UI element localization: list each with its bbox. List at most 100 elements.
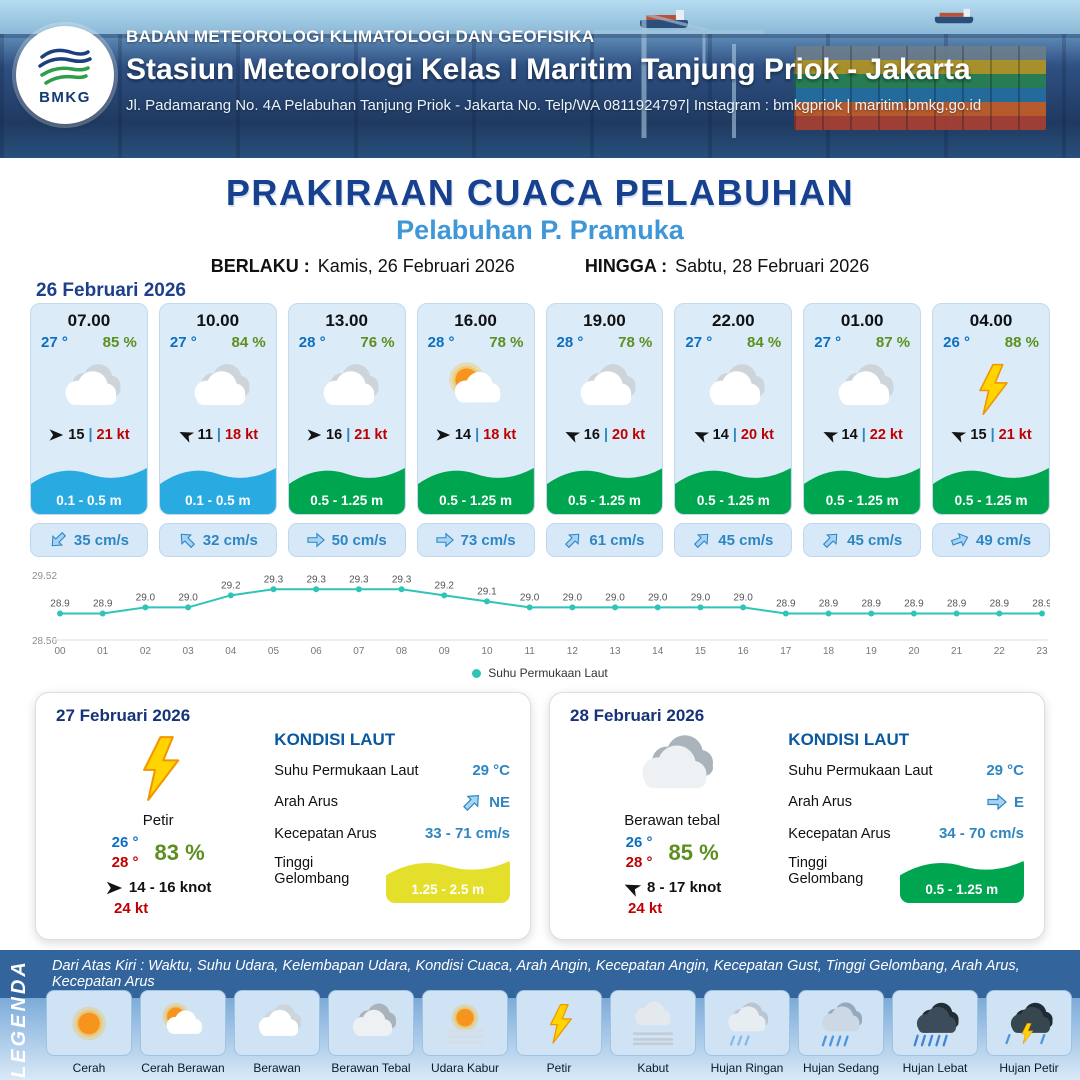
svg-text:28.56: 28.56 <box>32 636 57 647</box>
gust-value: 21 kt <box>998 427 1032 443</box>
current-speed-value: 50 cm/s <box>331 531 387 549</box>
forecast-time: 01.00 <box>840 311 884 330</box>
current-speed-value: 35 cm/s <box>73 531 129 549</box>
wind-speed-value: 16 <box>583 427 600 443</box>
svg-text:29.1: 29.1 <box>477 586 497 597</box>
wave-height-value: 0.5 - 1.25 m <box>825 493 899 508</box>
current-speed-value: 49 cm/s <box>976 531 1032 549</box>
wave-height-band: 0.5 - 1.25 m <box>675 462 792 514</box>
wind-separator: | <box>861 427 866 443</box>
forecast-humidity: 85 % <box>102 334 137 351</box>
weather-icon-petir <box>933 353 1049 425</box>
current-speed-value: 73 cm/s <box>460 531 516 549</box>
forecast-card: 19.00 28 ° 78 % 16 | 20 kt 0.5 - 1.25 m <box>545 303 664 515</box>
gust-value: 20 kt <box>740 427 774 443</box>
wave-height-badge: 1.25 - 2.5 m <box>385 855 510 903</box>
forecast-humidity: 87 % <box>875 334 911 351</box>
current-direction-icon <box>307 531 325 549</box>
current-speed-box: 45 cm/s <box>803 523 922 557</box>
daily-forecast-card: 28 Februari 2026 Berawan tebal 26 ° 28 °… <box>549 692 1045 940</box>
svg-text:29.0: 29.0 <box>691 592 711 603</box>
legend-items-row: Cerah Cerah Berawan Berawan Berawan Teba… <box>46 990 1072 1075</box>
svg-text:28.9: 28.9 <box>990 598 1010 609</box>
forecast-temp: 26 ° <box>943 334 970 351</box>
svg-text:14: 14 <box>652 646 664 657</box>
kecepatan-arus-label: Kecepatan Arus <box>274 825 377 842</box>
svg-text:28.9: 28.9 <box>776 598 796 609</box>
forecast-column: 16.00 28 ° 78 % 14 | 18 kt 0.5 - 1.25 m … <box>416 303 535 557</box>
forecast-card: 04.00 26 ° 88 % 15 | 21 kt 0.5 - 1.25 m <box>932 303 1050 515</box>
arah-arus-label: Arah Arus <box>274 794 338 810</box>
sst-label: Suhu Permukaan Laut <box>274 762 419 779</box>
weather-icon-cerah-berawan <box>418 353 534 425</box>
forecast-time: 10.00 <box>196 311 240 330</box>
wind-speed-value: 14 <box>841 427 858 443</box>
svg-text:28.9: 28.9 <box>861 598 881 609</box>
temp-min: 26 ° <box>111 834 139 851</box>
kondisi-laut-title: KONDISI LAUT <box>274 730 396 749</box>
wind-separator: | <box>216 427 221 443</box>
weather-icon-berawan <box>31 353 147 425</box>
legend-item: Kabut <box>610 990 696 1075</box>
forecast-temp: 27 ° <box>685 334 713 351</box>
humidity-value: 85 % <box>668 840 719 866</box>
weather-icon-berawan <box>547 353 663 425</box>
berlaku: BERLAKU : Kamis, 26 Februari 2026 <box>211 256 515 277</box>
legend-icon-berawan-tebal <box>328 990 414 1056</box>
svg-text:29.2: 29.2 <box>435 580 455 591</box>
temp-min: 26 ° <box>625 834 653 851</box>
current-direction-icon <box>49 531 67 549</box>
station-address: Jl. Padamarang No. 4A Pelabuhan Tanjung … <box>126 97 982 114</box>
daily-condition: Berawan tebal <box>624 812 721 829</box>
current-speed-box: 61 cm/s <box>545 523 664 557</box>
svg-text:18: 18 <box>823 646 835 657</box>
wind-direction-icon <box>435 427 451 443</box>
legend-item: Cerah Berawan <box>140 990 226 1075</box>
temp-max: 28 ° <box>625 854 653 872</box>
gust-value: 24 kt <box>628 899 663 917</box>
svg-text:00: 00 <box>54 646 66 657</box>
wave-height-band: 0.5 - 1.25 m <box>288 462 405 514</box>
chart-legend-label: Suhu Permukaan Laut <box>488 666 608 680</box>
wind-separator: | <box>990 427 995 443</box>
legend-label: Petir <box>546 1061 572 1075</box>
daily-wind: 14 - 16 knot <box>56 879 260 897</box>
hingga-label: HINGGA : <box>584 256 668 276</box>
header-banner: BMKG BADAN METEOROLOGI KLIMATOLOGI DAN G… <box>0 0 1080 158</box>
legend-label: Berawan Tebal <box>331 1061 411 1075</box>
svg-text:03: 03 <box>183 646 195 657</box>
svg-text:29.0: 29.0 <box>733 592 753 603</box>
forecast-card: 01.00 27 ° 87 % 14 | 22 kt 0.5 - 1.25 m <box>803 303 922 515</box>
svg-text:08: 08 <box>396 646 408 657</box>
current-direction-icon <box>987 792 1007 812</box>
sst-chart: 29.52 28.56 28.9 00 28.9 01 29.0 02 29.0 03 29.2 04… <box>30 562 1052 662</box>
legend-icon-udara-kabur <box>422 990 508 1056</box>
hingga: HINGGA : Sabtu, 28 Februari 2026 <box>585 256 869 277</box>
legend-label: Cerah Berawan <box>141 1061 225 1075</box>
current-direction-icon <box>435 531 454 549</box>
svg-text:29.0: 29.0 <box>136 592 156 603</box>
berlaku-value: Kamis, 26 Februari 2026 <box>317 256 515 276</box>
forecast-wind: 14 | 20 kt <box>675 427 791 443</box>
legend-item: Hujan Petir <box>986 990 1072 1075</box>
wave-height-value: 0.5 - 1.25 m <box>954 493 1028 508</box>
forecast-temp: 27 ° <box>169 334 197 351</box>
wind-separator: | <box>475 427 480 443</box>
wind-speed-value: 11 <box>197 427 213 443</box>
svg-text:15: 15 <box>695 646 707 657</box>
forecast-temp: 28 ° <box>556 334 584 351</box>
current-direction-icon <box>693 531 711 549</box>
forecast-time: 07.00 <box>67 311 111 330</box>
gust-value: 21 kt <box>354 427 388 443</box>
current-speed-value: 45 cm/s <box>718 531 774 549</box>
legend-icon-hujan-petir <box>986 990 1072 1056</box>
svg-text:11: 11 <box>524 646 535 657</box>
legend-label: Hujan Lebat <box>902 1061 968 1075</box>
svg-text:12: 12 <box>567 646 579 657</box>
crane-illustration <box>594 12 764 138</box>
wind-direction-icon <box>693 427 709 443</box>
wind-range-value: 14 - 16 knot <box>128 879 212 896</box>
svg-text:17: 17 <box>780 646 792 657</box>
svg-text:13: 13 <box>609 646 621 657</box>
svg-text:28.9: 28.9 <box>93 598 113 609</box>
